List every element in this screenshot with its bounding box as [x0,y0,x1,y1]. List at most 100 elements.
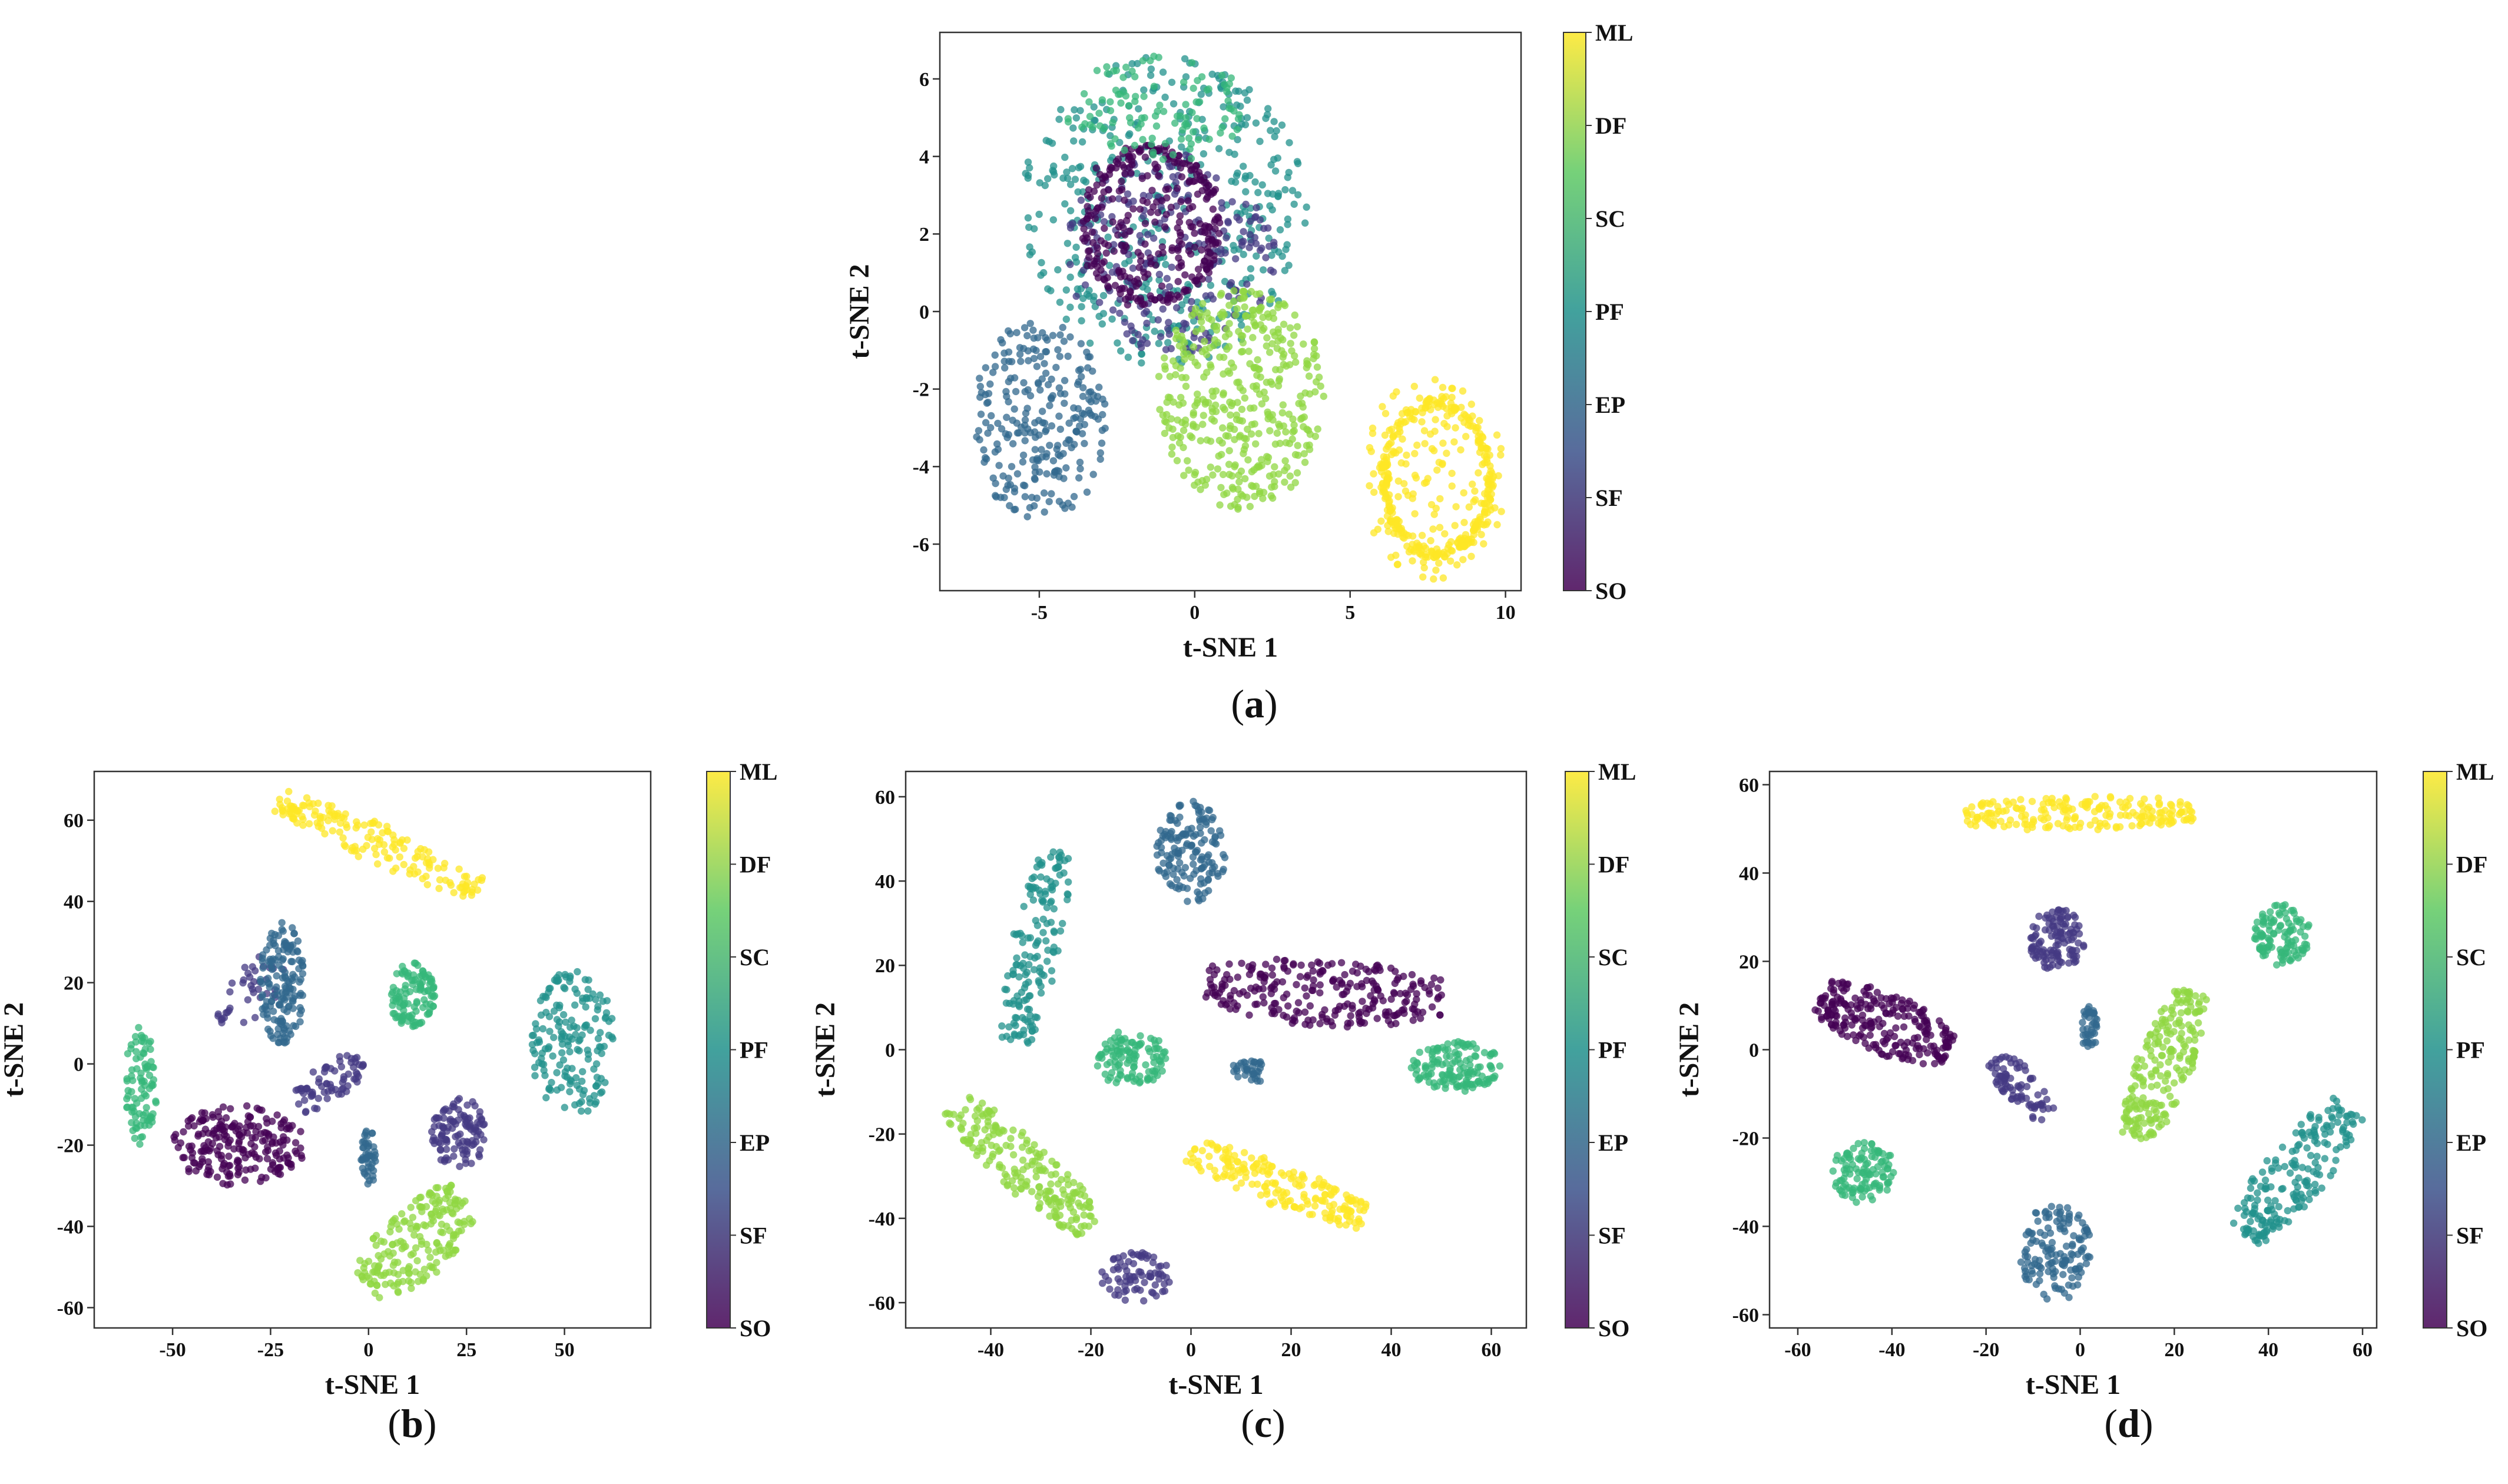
scatter-point [1452,424,1459,432]
scatter-point [289,941,297,949]
scatter-point [1059,1186,1067,1194]
scatter-point [432,1248,440,1256]
scatter-point [1176,813,1184,821]
scatter-point [1200,412,1207,419]
scatter-point [1198,246,1205,254]
scatter-point [1247,274,1255,282]
scatter-point [1196,175,1204,184]
scatter-point [1096,449,1105,457]
scatter-point [1331,1011,1339,1019]
scatter-point [1414,543,1422,551]
scatter-point [1291,352,1298,360]
scatter-point [1439,1044,1446,1051]
scatter-point [1042,369,1050,377]
scatter-point [1417,1015,1424,1022]
scatter-point [1076,107,1084,114]
scatter-point [1211,833,1219,840]
scatter-point [1149,203,1157,211]
scatter-point [1202,821,1210,829]
scatter-point [1225,461,1233,468]
scatter-point [1434,984,1442,992]
scatter-point [539,1025,547,1033]
scatter-point [298,1154,306,1162]
scatter-point [269,1140,276,1148]
scatter-point [1448,469,1456,477]
scatter-point [1190,420,1197,428]
scatter-point [1072,292,1080,300]
scatter-point [1056,331,1064,339]
scatter-point [1469,481,1476,488]
scatter-point [306,820,313,828]
scatter-point [1310,976,1317,984]
scatter-point [297,1128,304,1135]
scatter-point [279,974,287,982]
scatter-point [1266,349,1274,356]
scatter-point [1426,430,1434,438]
scatter-point [429,1002,438,1010]
scatter-point [359,1164,366,1172]
scatter-point [1161,223,1169,231]
scatter-point [1439,439,1447,447]
scatter-point [454,1117,462,1124]
scatter-point [1441,553,1449,561]
scatter-point [1281,457,1289,465]
scatter-point [1442,1081,1450,1088]
scatter-point [1328,960,1336,968]
scatter-point [1010,1184,1018,1192]
colorbar-label-so: SO [740,1315,771,1341]
scatter-point [1396,425,1403,432]
scatter-point [1313,352,1320,360]
scatter-point [416,1233,424,1241]
scatter-point [147,1058,155,1065]
scatter-point [1038,259,1045,267]
scatter-point [397,1237,405,1246]
scatter-point [1295,1009,1303,1016]
scatter-point [1152,261,1159,269]
scatter-point [419,978,426,986]
scatter-point [1128,327,1136,334]
scatter-point [1136,1072,1144,1080]
scatter-point [1124,1059,1131,1067]
scatter-point [145,1085,154,1092]
scatter-point [1228,483,1236,491]
scatter-point [413,999,421,1007]
scatter-point [1114,1028,1122,1036]
scatter-point [1095,110,1103,117]
scatter-point [1357,962,1364,970]
scatter-point [1022,170,1029,177]
scatter-point [1237,295,1244,303]
scatter-point [1118,177,1125,186]
scatter-point [1493,521,1501,529]
scatter-point [1280,320,1288,328]
scatter-point [1270,268,1277,276]
scatter-point [579,1068,587,1076]
scatter-point [1192,327,1200,336]
scatter-point [1110,247,1118,255]
scatter-point [1024,214,1032,222]
scatter-point [1209,471,1217,479]
scatter-point [393,1013,401,1021]
scatter-point [373,1281,381,1289]
scatter-point [1422,553,1430,561]
scatter-point [228,979,236,987]
scatter-point [374,860,382,868]
scatter-point [1034,1192,1042,1200]
scatter-point [420,996,428,1003]
scatter-point [450,1152,458,1160]
scatter-point [1128,67,1136,75]
scatter-point [1377,517,1385,525]
scatter-point [1031,419,1039,427]
scatter-point [1370,529,1378,536]
scatter-point [1286,324,1294,332]
scatter-point [1100,275,1108,283]
scatter-point [1450,1039,1459,1047]
scatter-point [1249,334,1257,342]
scatter-point [143,1104,150,1112]
scatter-point [1297,392,1304,400]
scatter-point [283,1022,290,1030]
scatter-point [226,1137,234,1144]
scatter-point [1463,541,1471,548]
scatter-point [336,1057,344,1065]
scatter-point [1251,1170,1259,1177]
scatter-point [1284,221,1291,228]
